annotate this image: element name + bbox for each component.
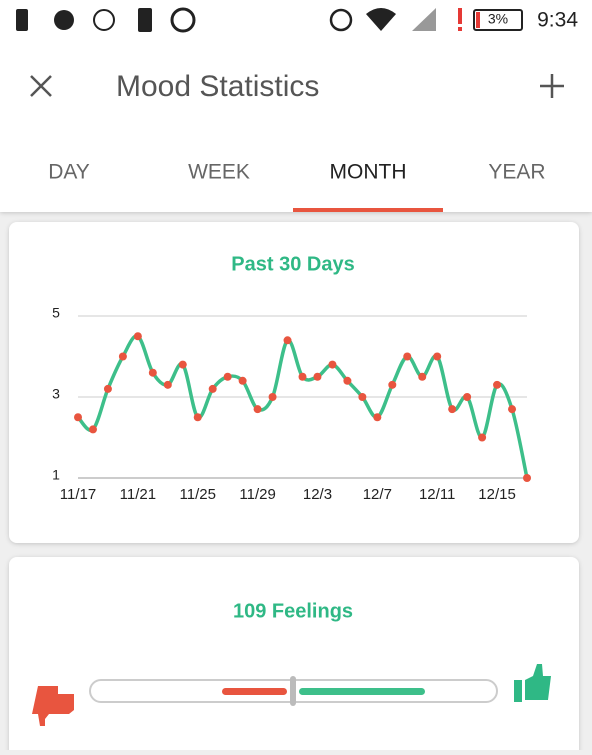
mood-point xyxy=(433,352,442,361)
y-tick-label: 3 xyxy=(52,386,60,402)
mood-point xyxy=(418,372,427,381)
mood-point xyxy=(148,368,157,377)
mood-point xyxy=(283,336,292,345)
feelings-card xyxy=(9,557,579,755)
mood-point xyxy=(298,372,307,381)
tab[interactable]: YEAR xyxy=(488,161,545,184)
thumbs-down xyxy=(32,686,74,726)
divider xyxy=(290,676,296,706)
mood-point xyxy=(88,425,97,434)
x-tick-label: 11/17 xyxy=(60,486,96,503)
mood-point xyxy=(133,332,142,341)
y-tick-label: 1 xyxy=(52,467,60,483)
mood-point xyxy=(493,380,502,389)
mood-point xyxy=(74,413,82,422)
mood-point xyxy=(373,413,382,422)
status-icons xyxy=(16,7,523,33)
mood-point xyxy=(403,352,412,361)
page-title: Mood Statistics xyxy=(116,70,319,103)
mood-point xyxy=(178,360,187,369)
y-tick-label: 5 xyxy=(52,305,60,321)
negative-bar xyxy=(222,688,287,695)
x-tick-label: 12/7 xyxy=(363,486,392,503)
tab[interactable]: WEEK xyxy=(188,161,250,184)
feelings-title: 109 Feelings xyxy=(233,600,353,622)
mood-point xyxy=(313,372,322,381)
x-tick-label: 12/3 xyxy=(303,486,332,503)
close-button[interactable] xyxy=(30,75,52,97)
mood-point xyxy=(163,380,172,389)
mood-point xyxy=(103,384,112,393)
x-tick-label: 11/29 xyxy=(239,486,275,503)
battery-level: 3% xyxy=(488,11,508,27)
mood-point xyxy=(358,393,367,401)
clock: 9:34 xyxy=(537,9,578,32)
mood-point xyxy=(193,413,202,422)
mood-point xyxy=(388,380,397,389)
mood-point xyxy=(328,360,337,369)
mood-point xyxy=(463,393,472,401)
mood-point xyxy=(343,376,352,385)
mood-point xyxy=(508,405,517,414)
mood-point xyxy=(268,393,277,401)
positive-bar xyxy=(299,688,425,695)
tab-indicator xyxy=(293,208,443,212)
mood-point xyxy=(118,352,127,361)
mood-point xyxy=(223,372,232,381)
add-button[interactable] xyxy=(540,74,564,98)
x-tick-label: 12/15 xyxy=(478,486,516,503)
tab[interactable]: DAY xyxy=(48,161,90,184)
mood-point xyxy=(238,376,247,385)
mood-point xyxy=(448,405,457,414)
chart-card xyxy=(9,222,579,543)
mood-point xyxy=(523,474,531,482)
x-tick-label: 12/11 xyxy=(419,486,455,503)
mood-point xyxy=(478,433,487,442)
chart-title: Past 30 Days xyxy=(231,253,354,275)
thumbs-up xyxy=(514,664,551,702)
tab[interactable]: MONTH xyxy=(330,161,407,184)
app-bar xyxy=(0,0,592,212)
x-tick-label: 11/21 xyxy=(120,486,156,503)
mood-point xyxy=(208,384,217,393)
mood-point xyxy=(253,405,262,414)
x-tick-label: 11/25 xyxy=(180,486,216,503)
